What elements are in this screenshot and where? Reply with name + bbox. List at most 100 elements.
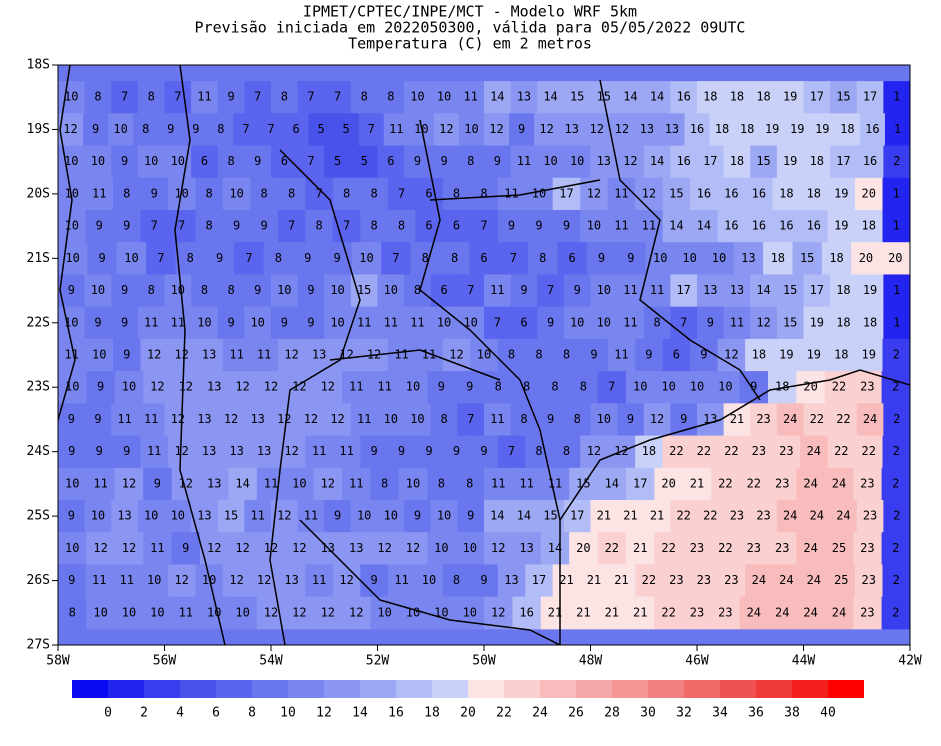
temperature-label: 10 bbox=[235, 605, 249, 619]
temperature-label: 18 bbox=[730, 154, 744, 168]
temperature-label: 11 bbox=[119, 573, 133, 587]
temperature-cell bbox=[809, 113, 836, 147]
temperature-label: 17 bbox=[676, 283, 690, 297]
temperature-label: 11 bbox=[171, 315, 185, 329]
temperature-label: 10 bbox=[437, 90, 451, 104]
temperature-label: 11 bbox=[614, 348, 628, 362]
temperature-cell bbox=[404, 500, 432, 533]
temperature-cell bbox=[717, 564, 746, 598]
temperature-cell bbox=[616, 242, 647, 275]
temperature-label: 12 bbox=[724, 348, 738, 362]
temperature-label: 23 bbox=[860, 541, 874, 555]
temperature-label: 11 bbox=[93, 476, 107, 490]
temperature-cell bbox=[137, 306, 165, 340]
temperature-label: 24 bbox=[752, 573, 766, 587]
x-tick-label: 52W bbox=[366, 654, 390, 669]
temperature-label: 12 bbox=[174, 348, 188, 362]
temperature-label: 12 bbox=[63, 122, 77, 136]
temperature-cell bbox=[256, 371, 286, 404]
temperature-label: 24 bbox=[779, 573, 793, 587]
temperature-label: 8 bbox=[187, 251, 194, 265]
field: 10 8 7 8 7 11 9 7 8 7 7 8 8 10 10 11 14 13 14 15 15 14 14 16 18 1… bbox=[58, 81, 910, 630]
temperature-cell bbox=[697, 145, 725, 179]
temperature-label: 6 bbox=[480, 251, 487, 265]
temperature-cell bbox=[167, 435, 196, 469]
temperature-cell bbox=[308, 113, 335, 147]
temperature-label: 14 bbox=[543, 90, 557, 104]
temperature-cell bbox=[723, 274, 751, 308]
temperature-label: 19 bbox=[810, 315, 824, 329]
temperature-cell bbox=[85, 177, 114, 211]
temperature-cell bbox=[540, 371, 570, 404]
temperature-label: 8 bbox=[551, 380, 558, 394]
temperature-cell bbox=[537, 403, 565, 437]
temperature-label: 13 bbox=[741, 251, 755, 265]
border bbox=[599, 79, 761, 401]
temperature-cell bbox=[387, 338, 416, 372]
temperature-label: 22 bbox=[862, 444, 876, 458]
temperature-label: 11 bbox=[422, 348, 436, 362]
temperature-cell bbox=[772, 435, 801, 469]
temperature-label: 6 bbox=[453, 219, 460, 233]
temperature-label: 23 bbox=[697, 573, 711, 587]
temperature-cell bbox=[195, 435, 224, 469]
temperature-cell bbox=[830, 306, 858, 340]
temperature-cell bbox=[244, 145, 272, 179]
temperature-cell bbox=[146, 242, 177, 275]
temperature-label: 9 bbox=[480, 444, 487, 458]
temperature-label: 15 bbox=[357, 283, 371, 297]
temperature-label: 11 bbox=[250, 509, 264, 523]
temperature-label: 10 bbox=[65, 251, 79, 265]
temperature-label: 8 bbox=[653, 315, 660, 329]
temperature-label: 10 bbox=[434, 541, 448, 555]
temperature-cell bbox=[690, 435, 719, 469]
temperature-label: 9 bbox=[307, 315, 314, 329]
temperature-cell bbox=[800, 177, 829, 211]
temperature-label: 10 bbox=[91, 283, 105, 297]
temperature-label: 12 bbox=[650, 412, 664, 426]
temperature-cell bbox=[510, 306, 538, 340]
temperature-label: 8 bbox=[495, 380, 502, 394]
temperature-cell bbox=[415, 564, 444, 598]
temperature-cell bbox=[58, 306, 86, 340]
temperature-label: 9 bbox=[96, 444, 103, 458]
temperature-label: 9 bbox=[518, 122, 525, 136]
temperature-label: 10 bbox=[92, 348, 106, 362]
temperature-label: 9 bbox=[438, 380, 445, 394]
temperature-cell bbox=[244, 403, 272, 437]
temperature-label: 10 bbox=[597, 315, 611, 329]
temperature-cell bbox=[112, 338, 141, 372]
temperature-label: 21 bbox=[633, 605, 647, 619]
temperature-label: 7 bbox=[494, 315, 501, 329]
temperature-label: 11 bbox=[548, 476, 562, 490]
temperature-cell bbox=[830, 274, 858, 308]
temperature-cell bbox=[387, 210, 416, 243]
temperature-cell bbox=[457, 274, 485, 308]
river bbox=[429, 179, 601, 201]
temperature-label: 10 bbox=[597, 412, 611, 426]
temperature-label: 1 bbox=[893, 283, 900, 297]
temperature-label: 21 bbox=[548, 605, 562, 619]
temperature-label: 19 bbox=[783, 90, 797, 104]
x-tick-label: 58W bbox=[46, 654, 70, 669]
temperature-label: 22 bbox=[661, 605, 675, 619]
temperature-label: 7 bbox=[178, 219, 185, 233]
temperature-label: 12 bbox=[207, 541, 221, 555]
temperature-cell bbox=[856, 306, 884, 340]
temperature-cell bbox=[470, 177, 499, 211]
temperature-label: 8 bbox=[387, 90, 394, 104]
temperature-cell bbox=[111, 403, 139, 437]
temperature-cell bbox=[305, 564, 334, 598]
temperature-label: 10 bbox=[464, 122, 478, 136]
temperature-label: 11 bbox=[394, 573, 408, 587]
temperature-cell bbox=[140, 177, 169, 211]
temperature-label: 10 bbox=[437, 315, 451, 329]
temperature-label: 20 bbox=[661, 476, 675, 490]
temperature-label: 18 bbox=[807, 186, 821, 200]
temperature-cell bbox=[222, 564, 251, 598]
title-line: Previsão iniciada em 2022050300, válida … bbox=[195, 19, 746, 37]
temperature-label: 9 bbox=[414, 509, 421, 523]
temperature-label: 13 bbox=[665, 122, 679, 136]
temperature-cell bbox=[563, 306, 591, 340]
